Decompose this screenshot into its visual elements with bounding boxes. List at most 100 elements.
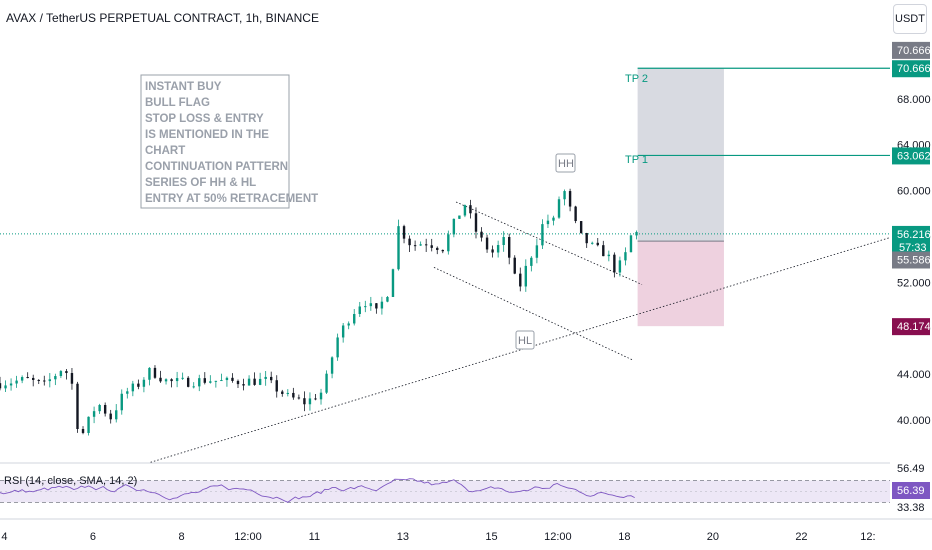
candle-body [153,367,157,378]
candle-countdown: 57:33 [899,242,927,254]
candle-body [76,383,79,430]
candle-body [142,379,146,387]
candle-body [541,224,544,246]
hh-annotation[interactable]: HH [555,153,576,173]
candle-body [54,376,57,380]
time-tick-label: 18 [618,531,630,543]
candle-body [15,380,18,384]
time-tick-label: 6 [90,531,96,543]
candle-body [48,379,52,382]
time-tick-label: 20 [707,531,719,543]
candle-body [126,391,129,394]
candle-body [568,191,572,207]
candles[interactable] [0,188,638,436]
hl-label: HL [518,335,532,347]
candle-body [186,377,190,387]
time-tick-label: 13 [397,531,409,543]
stop-zone[interactable] [637,241,724,327]
candle-body [242,384,245,386]
candle-body [258,378,262,385]
trendline-support [150,237,891,463]
svg-text:56.39: 56.39 [897,485,925,497]
time-tick-label: 15 [485,531,497,543]
candle-body [109,413,112,420]
candle-body [325,373,328,393]
candle-body [120,393,123,411]
stop-price-tag: 48.174 [892,318,931,336]
candle-body [203,378,206,383]
candle-body [70,373,74,384]
candle-body [148,367,151,380]
price-tick-label: 44.000 [897,369,931,381]
time-tick-label: 12: [860,531,875,543]
time-tick-label: 12:00 [234,531,262,543]
rsi-legend: RSI (14, close, SMA, 14, 2) [4,475,137,487]
candle-body [491,249,494,253]
candle-body [131,383,135,392]
candle-body [198,378,201,387]
candle-body [380,301,384,309]
candle-body [192,386,195,388]
candle-body [557,199,561,218]
candle-body [330,357,334,374]
time-tick-label: 22 [795,531,807,543]
time-axis[interactable]: 4 6 8 12:00 11 13 15 12:00 18 20 22 12: [1,531,875,543]
candle-body [613,254,616,273]
candle-body [286,392,290,394]
candle-body [524,265,528,287]
candle-body [264,376,267,379]
candle-body [59,371,63,377]
candle-body [358,306,361,315]
candle-body [65,371,68,374]
hh-label: HH [558,158,574,170]
currency-button[interactable]: USDT [893,4,927,34]
trade-note[interactable]: INSTANT BUY BULL FLAG STOP LOSS & ENTRY … [140,74,318,209]
hl-annotation[interactable]: HL [515,330,535,350]
candle-body [4,385,7,389]
candle-body [0,383,2,389]
candle-body [535,245,539,258]
tp1-label: TP 1 [625,154,648,166]
target-zone[interactable] [637,68,724,242]
candle-body [408,238,411,246]
svg-text:70.666: 70.666 [897,45,931,57]
rsi-line [0,478,635,503]
candle-body [430,245,433,248]
candle-body [103,404,107,414]
candle-body [469,205,472,214]
candle-body [607,254,611,257]
candle-body [519,273,522,287]
candle-body [413,245,417,247]
price-tick-label: 52.000 [897,277,931,289]
candle-body [546,220,550,225]
candle-body [341,325,345,338]
svg-text:55.586: 55.586 [897,254,931,266]
tp-levels[interactable] [637,67,890,242]
rsi-pane[interactable] [0,462,932,520]
svg-text:63.062: 63.062 [897,150,931,162]
candle-body [441,249,444,252]
tp2-price-tag: 70.666 [892,60,931,78]
candle-body [319,392,323,400]
price-tick-label: 40.000 [897,415,931,427]
note-line-1: INSTANT BUY [145,81,222,93]
candle-body [98,404,101,412]
candle-body [247,378,251,386]
candle-body [386,296,389,302]
candle-body [624,252,627,261]
candle-body [375,303,378,309]
svg-text:56.216: 56.216 [897,229,931,241]
candle-body [170,379,173,382]
candle-body [419,244,422,246]
candle-body [629,235,633,253]
candle-body [115,410,118,420]
candle-body [9,383,13,386]
trendlines[interactable] [150,201,891,463]
candle-body [181,377,184,379]
candle-body [159,377,162,382]
candle-body [452,218,456,235]
candle-body [579,221,583,234]
tp2-label: TP 2 [625,73,648,85]
rsi-upper-label: 56.49 [897,463,925,475]
